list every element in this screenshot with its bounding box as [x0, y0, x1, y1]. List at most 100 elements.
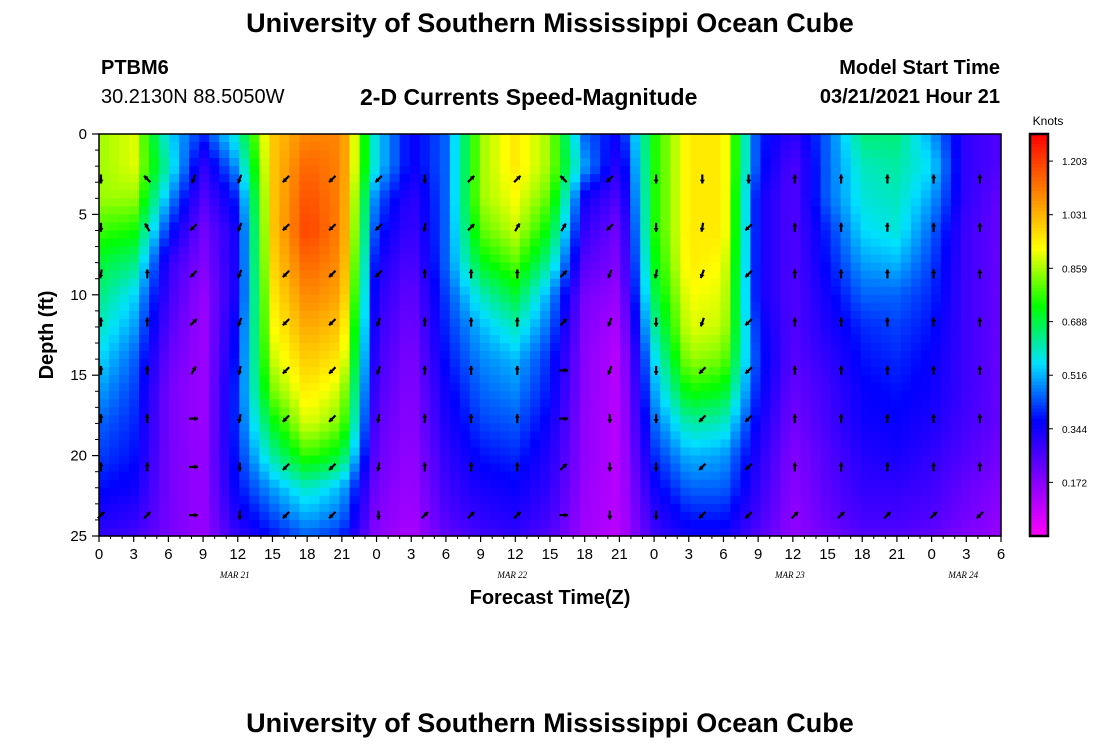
- heatmap-cell: [99, 399, 110, 408]
- heatmap-cell: [830, 278, 842, 288]
- heatmap-cell: [940, 335, 952, 344]
- heatmap-cell: [109, 407, 120, 416]
- heatmap-cell: [129, 439, 140, 449]
- heatmap-cell: [740, 423, 752, 433]
- heatmap-cell: [860, 230, 872, 240]
- heatmap-cell: [790, 326, 802, 336]
- heatmap-cell: [880, 423, 892, 433]
- heatmap-cell: [860, 326, 872, 336]
- heatmap-cell: [810, 399, 822, 408]
- heatmap-cell: [409, 190, 421, 199]
- heatmap-cell: [580, 190, 591, 199]
- heatmap-cell: [910, 278, 922, 288]
- colorbar-segment: [1030, 388, 1048, 393]
- heatmap-cell: [890, 511, 902, 521]
- heatmap-cell: [910, 447, 922, 457]
- heatmap-cell: [550, 150, 561, 159]
- heatmap-cell: [670, 511, 681, 521]
- current-arrow: [744, 269, 753, 278]
- heatmap-cell: [139, 383, 150, 392]
- heatmap-cell: [399, 415, 411, 425]
- heatmap-cell: [99, 527, 110, 537]
- heatmap-cell: [339, 222, 351, 232]
- heatmap-cell: [800, 415, 812, 425]
- heatmap-cell: [660, 214, 671, 224]
- heatmap-cell: [129, 278, 140, 288]
- heatmap-cell: [840, 182, 852, 191]
- heatmap-cell: [800, 439, 812, 449]
- heatmap-cell: [760, 270, 772, 280]
- heatmap-cell: [279, 222, 291, 232]
- heatmap-cell: [329, 134, 341, 143]
- heatmap-cell: [189, 326, 200, 336]
- heatmap-cell: [880, 455, 892, 465]
- heatmap-cell: [109, 270, 120, 280]
- heatmap-cell: [940, 455, 952, 465]
- heatmap-cell: [349, 302, 361, 312]
- heatmap-cell: [419, 527, 431, 537]
- heatmap-cell: [239, 230, 250, 240]
- heatmap-cell: [249, 383, 260, 392]
- heatmap-cell: [409, 383, 421, 392]
- current-arrow: [698, 414, 707, 423]
- heatmap-cell: [359, 471, 371, 481]
- heatmap-cell: [870, 230, 882, 240]
- heatmap-cell: [620, 471, 631, 481]
- colorbar-segment: [1030, 495, 1048, 500]
- heatmap-cell: [449, 383, 461, 392]
- heatmap-cell: [670, 214, 681, 224]
- heatmap-cell: [670, 415, 681, 425]
- heatmap-cell: [890, 190, 902, 199]
- heatmap-cell: [429, 439, 441, 449]
- heatmap-cell: [359, 511, 371, 521]
- heatmap-cell: [850, 190, 862, 199]
- heatmap-cell: [700, 455, 711, 465]
- heatmap-cell: [880, 262, 892, 272]
- heatmap-cell: [630, 326, 641, 336]
- heatmap-cell: [780, 222, 792, 232]
- heatmap-cell: [139, 198, 150, 207]
- heatmap-cell: [880, 254, 892, 264]
- heatmap-cell: [780, 166, 792, 175]
- heatmap-cell: [840, 318, 852, 328]
- heatmap-cell: [830, 134, 842, 143]
- heatmap-cell: [870, 479, 882, 489]
- heatmap-cell: [950, 471, 962, 481]
- heatmap-cell: [399, 262, 411, 272]
- heatmap-cell: [499, 302, 511, 312]
- heatmap-cell: [970, 150, 982, 159]
- heatmap-cell: [670, 447, 681, 457]
- heatmap-cell: [139, 310, 150, 320]
- heatmap-cell: [149, 286, 160, 296]
- heatmap-cell: [920, 447, 932, 457]
- heatmap-cell: [109, 134, 120, 143]
- heatmap-cell: [459, 326, 471, 336]
- heatmap-cell: [950, 415, 962, 425]
- heatmap-cell: [309, 343, 321, 352]
- heatmap-cell: [249, 230, 260, 240]
- heatmap-cell: [810, 142, 822, 151]
- heatmap-cell: [509, 294, 521, 304]
- heatmap-cell: [720, 230, 731, 240]
- heatmap-cell: [269, 254, 280, 264]
- heatmap-cell: [910, 439, 922, 449]
- heatmap-cell: [660, 262, 671, 272]
- heatmap-cell: [630, 230, 641, 240]
- heatmap-cell: [810, 270, 822, 280]
- heatmap-cell: [479, 479, 491, 489]
- heatmap-cell: [610, 407, 621, 416]
- heatmap-cell: [750, 262, 762, 272]
- heatmap-cell: [199, 206, 210, 215]
- heatmap-cell: [499, 294, 511, 304]
- heatmap-cell: [730, 391, 742, 400]
- heatmap-cell: [820, 487, 832, 497]
- heatmap-cell: [770, 206, 782, 215]
- heatmap-cell: [910, 222, 922, 232]
- heatmap-cell: [229, 351, 240, 360]
- heatmap-cell: [499, 455, 511, 465]
- heatmap-cell: [439, 367, 451, 376]
- heatmap-cell: [139, 391, 150, 400]
- heatmap-cell: [890, 142, 902, 151]
- heatmap-cell: [770, 326, 782, 336]
- heatmap-cell: [239, 503, 250, 513]
